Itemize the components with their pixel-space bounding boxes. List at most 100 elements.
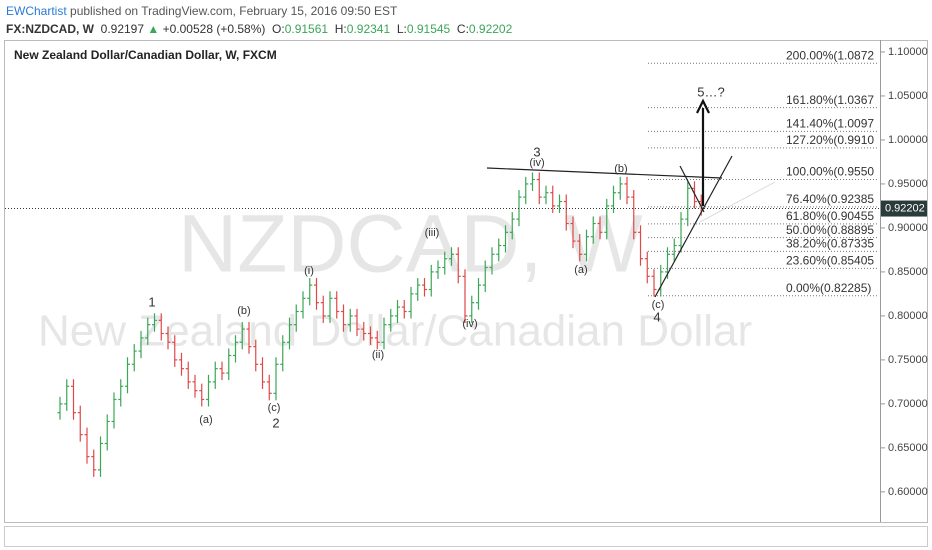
close-key: C: <box>456 22 469 36</box>
ohlc-bar <box>557 194 562 213</box>
plot: NZDCAD, W New Zealand Dollar/Canadian Do… <box>38 48 879 477</box>
fib-label: 200.00%(1.0872 <box>786 48 874 62</box>
ohlc-bar <box>266 374 272 401</box>
ohlc-bar <box>476 278 481 310</box>
watermark-name: New Zealand Dollar/Canadian Dollar <box>38 307 752 356</box>
last-price-label: 0.92202 <box>885 202 925 214</box>
ohlc-bar <box>617 176 623 200</box>
header: EWChartist published on TradingView.com,… <box>6 2 926 38</box>
author[interactable]: EWChartist <box>6 4 67 18</box>
ohlc-bar <box>496 238 502 262</box>
low-key: L: <box>396 22 407 36</box>
ohlc-bar <box>91 449 97 477</box>
ohlc-bar <box>253 339 259 372</box>
ohlc-bar <box>320 295 326 323</box>
ohlc-bar <box>152 313 157 332</box>
y-tick-label: 0.90000 <box>888 222 928 234</box>
ohlc-bar <box>604 198 610 240</box>
ohlc-bar <box>530 172 535 191</box>
ohlc-bar <box>246 322 252 354</box>
ohlc-bar <box>543 185 549 205</box>
time-axis-strip <box>4 526 928 547</box>
ohlc-bar <box>233 335 238 363</box>
ohlc-bar <box>77 405 83 442</box>
ohlc-bar <box>300 291 306 319</box>
ohlc-bar <box>442 251 448 275</box>
wave-label: (iv) <box>462 318 477 330</box>
ohlc-bar <box>192 374 198 398</box>
ohlc-bar <box>422 278 427 297</box>
ohlc-bar <box>611 185 616 213</box>
ohlc-bar <box>293 304 299 332</box>
ohlc-bar <box>314 278 319 310</box>
ohlc-bar <box>597 216 603 240</box>
y-tick-label: 0.95000 <box>888 178 928 190</box>
ohlc-bar <box>374 330 380 350</box>
close: 0.92202 <box>468 22 513 36</box>
ohlc-bar <box>509 212 515 240</box>
y-tick-label: 0.85000 <box>888 266 928 278</box>
ohlc-bar <box>327 291 333 323</box>
publish-info: published on TradingView.com, February 1… <box>70 4 398 18</box>
y-tick-label: 1.10000 <box>888 46 928 58</box>
ohlc-bar <box>590 216 596 244</box>
ohlc-bar <box>199 383 205 407</box>
wave-label: (c) <box>652 299 665 311</box>
ohlc-bar <box>678 212 684 253</box>
ohlc-bar <box>455 247 461 284</box>
ohlc-bar <box>624 176 630 205</box>
ohlc-bar <box>111 392 117 429</box>
open: 0.91561 <box>284 22 329 36</box>
ohlc-bar <box>334 291 340 319</box>
wave-label: 2 <box>272 415 279 430</box>
wave-label: (a) <box>199 414 212 426</box>
ohlc-bar <box>260 357 265 389</box>
wave-label: (c) <box>268 402 281 414</box>
ohlc-bar <box>482 260 488 293</box>
ohlc-bar <box>239 322 245 350</box>
high-key: H: <box>334 22 347 36</box>
ohlc-bar <box>57 396 63 420</box>
ohlc-bar <box>489 247 495 275</box>
ohlc-bar <box>415 278 421 301</box>
ohlc-bar <box>341 304 346 332</box>
ohlc-bar <box>165 326 171 350</box>
ohlc-bar <box>570 216 576 249</box>
ohlc-bar <box>577 234 583 262</box>
ohlc-bar <box>172 335 178 367</box>
y-tick-label: 0.70000 <box>888 398 928 410</box>
trend-line <box>679 165 705 213</box>
wave-label: 1 <box>148 294 155 309</box>
publish-line: EWChartist published on TradingView.com,… <box>6 2 926 20</box>
ohlc-bar <box>307 278 313 306</box>
ohlc-bar <box>131 344 137 372</box>
last-price-box <box>881 200 927 217</box>
ohlc-bar <box>631 190 637 240</box>
ohlc-bar <box>219 361 225 381</box>
ohlc-bar <box>395 300 400 323</box>
ohlc-bar <box>118 379 124 407</box>
ohlc-bar <box>212 361 218 389</box>
wave-label: (b) <box>614 163 627 175</box>
ohlc-bar <box>449 247 454 266</box>
ohlc-bar <box>185 361 191 389</box>
fib-label: 50.00%(0.88895 <box>786 223 874 237</box>
chart-title: New Zealand Dollar/Canadian Dollar, W, F… <box>14 48 277 62</box>
y-tick-label: 0.75000 <box>888 354 928 366</box>
fib-label: 0.00%(0.82285) <box>786 281 871 295</box>
fib-label: 161.80%(1.0367 <box>786 93 874 107</box>
y-tick-label: 1.00000 <box>888 134 928 146</box>
y-tick-label: 1.05000 <box>888 90 928 102</box>
ohlc-bar <box>347 308 353 332</box>
ohlc-bar <box>158 313 164 341</box>
ohlc-bar <box>523 176 529 205</box>
symbol: FX:NZDCAD, W <box>6 22 94 36</box>
trend-line <box>699 181 776 223</box>
ohlc-bar <box>401 300 407 319</box>
ohlc-bar <box>408 286 414 319</box>
ohlc-bar <box>388 308 394 332</box>
ohlc-bar <box>462 269 468 323</box>
y-tick-label: 0.60000 <box>888 486 928 498</box>
ohlc-bar <box>64 379 70 411</box>
